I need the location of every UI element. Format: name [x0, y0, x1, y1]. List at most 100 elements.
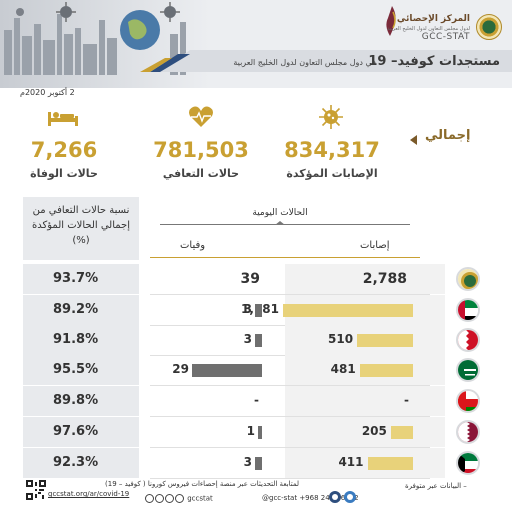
kpi-deaths-label: حالات الوفاة	[30, 167, 98, 180]
total-label: إجمالي	[425, 128, 471, 143]
recovery-pct-cell	[23, 264, 139, 294]
page-title: مستجدات كوفيد– 19	[368, 54, 500, 69]
recovery-pct-cell	[23, 386, 139, 416]
footer-social-handle: gccstat	[187, 494, 213, 503]
twitter-icon[interactable]	[155, 494, 164, 503]
kpi-cases-value: 834,317	[284, 138, 380, 162]
daily-cases-value: -	[404, 393, 409, 407]
row-divider	[150, 447, 430, 448]
daily-cases-bar	[390, 426, 413, 439]
patient-bed-icon	[48, 112, 78, 126]
footer-phone: @gcc-stat +968 2434 6482	[262, 494, 359, 502]
gcc-emblem-icon	[456, 267, 480, 291]
recovery-pct-value: 97.6%	[53, 424, 99, 439]
facebook-icon[interactable]	[145, 494, 154, 503]
brand-name-english: GCC-STAT	[421, 32, 470, 42]
cases-column-header: إصابات	[360, 240, 390, 251]
recovery-pct-cell	[23, 295, 139, 325]
daily-cases-bar	[357, 334, 413, 347]
virus-icon	[319, 105, 343, 129]
kpi-cases-label: الإصابات المؤكدة	[286, 167, 378, 180]
daily-deaths-value: 1	[246, 424, 255, 438]
gcc-stat-logo	[476, 14, 502, 40]
daily-deaths-value: 3	[243, 302, 252, 316]
footer-note: لمتابعة التحديثات عبر منصة إحصاءات فيروس…	[105, 480, 300, 488]
header-divider	[150, 257, 420, 258]
brand-subtitle: لدول مجلس التعاون لدول الخليج العربية	[387, 26, 470, 32]
footer-source: – البيانات عبر متوفرة	[405, 482, 467, 490]
daily-deaths-value: -	[254, 393, 259, 407]
footer-social[interactable]: gccstat	[145, 494, 213, 503]
recovery-pct-value: 89.2%	[53, 302, 99, 317]
row-divider	[150, 416, 430, 417]
city-skyline-virus-illustration	[0, 0, 210, 88]
footer-url-link[interactable]: gccstat.org/ar/covid-19	[48, 490, 130, 498]
recovery-pct-cell	[23, 417, 139, 447]
uae-flag-icon	[456, 298, 480, 322]
gcc-stat-flame-icon	[386, 6, 396, 36]
brand-name-arabic: المركز الإحصائي	[396, 14, 470, 24]
daily-cases-value: 2,788	[362, 271, 407, 287]
daily-cases-bar	[283, 304, 413, 317]
daily-deaths-bar	[192, 364, 262, 377]
daily-deaths-bar	[255, 304, 262, 317]
table-row-uae: 89.2%1,1813	[23, 295, 483, 325]
daily-cases-bar	[367, 457, 413, 470]
cases-cell	[285, 386, 445, 416]
daily-header-pointer-icon	[275, 221, 285, 225]
recovery-pct-header: نسبة حالات التعافي من إجمالي الحالات الم…	[32, 205, 130, 246]
daily-cases-value: 205	[361, 424, 387, 438]
row-divider	[150, 385, 430, 386]
header-banner: المركز الإحصائي لدول مجلس التعاون لدول ا…	[0, 0, 512, 88]
partner-logos	[329, 491, 356, 503]
report-date: 2 أكتوبر 2020م	[20, 88, 75, 97]
daily-deaths-value: 3	[243, 332, 252, 346]
table-row-bahrain: 91.8% 510 3	[23, 325, 483, 355]
recovery-pct-cell	[23, 325, 139, 355]
bahrain-flag-icon	[456, 328, 480, 352]
saudi-flag-icon	[456, 358, 480, 382]
recovery-header-cell	[23, 197, 139, 260]
daily-cases-value: 481	[330, 362, 356, 376]
recovery-pct-value: 92.3%	[53, 455, 99, 470]
instagram-icon[interactable]	[175, 494, 184, 503]
kpi-recovered-value: 781,503	[153, 138, 249, 162]
daily-deaths-value: 39	[240, 271, 260, 287]
page-subtitle: في دول مجلس التعاون لدول الخليج العربية	[233, 58, 376, 67]
daily-deaths-value: 3	[243, 455, 252, 469]
cases-cell	[285, 448, 445, 478]
recovery-pct-value: 93.7%	[53, 271, 99, 286]
cases-cell	[285, 264, 445, 294]
cases-cell	[285, 417, 445, 447]
daily-header-line	[160, 224, 410, 225]
qr-code-icon	[26, 480, 46, 500]
daily-deaths-bar	[255, 457, 262, 470]
recovery-pct-value: 89.8%	[53, 393, 99, 408]
daily-cases-header: الحالات اليومية	[252, 208, 308, 218]
row-divider	[150, 294, 430, 295]
header-title-band	[0, 50, 512, 72]
youtube-icon[interactable]	[165, 494, 174, 503]
table-row-saudi-arabia: 95.5% 481 29	[23, 355, 483, 385]
qatar-flag-icon	[456, 420, 480, 444]
heartbeat-icon	[189, 106, 213, 127]
kpi-recovered-label: حالات التعافي	[162, 167, 240, 180]
table-row-oman: 89.8% - -	[23, 386, 483, 416]
footer: لمتابعة التحديثات عبر منصة إحصاءات فيروس…	[0, 476, 512, 512]
oman-flag-icon	[456, 389, 480, 413]
daily-deaths-bar	[258, 426, 262, 439]
recovery-pct-value: 95.5%	[53, 362, 99, 377]
recovery-pct-cell	[23, 448, 139, 478]
daily-deaths-bar	[255, 334, 262, 347]
recovery-pct-cell	[23, 355, 139, 385]
table-row-kuwait: 92.3% 411 3	[23, 448, 483, 478]
row-divider	[150, 478, 430, 479]
daily-cases-bar	[359, 364, 413, 377]
recovery-pct-value: 91.8%	[53, 332, 99, 347]
table-row-qatar: 97.6% 205 1	[23, 417, 483, 447]
table-row-gcc: 93.7% 2,788 39	[23, 264, 483, 294]
deaths-column-header: وفيات	[180, 240, 206, 251]
daily-deaths-value: 29	[172, 362, 189, 376]
daily-cases-value: 411	[338, 455, 364, 469]
daily-cases-value: 510	[328, 332, 354, 346]
